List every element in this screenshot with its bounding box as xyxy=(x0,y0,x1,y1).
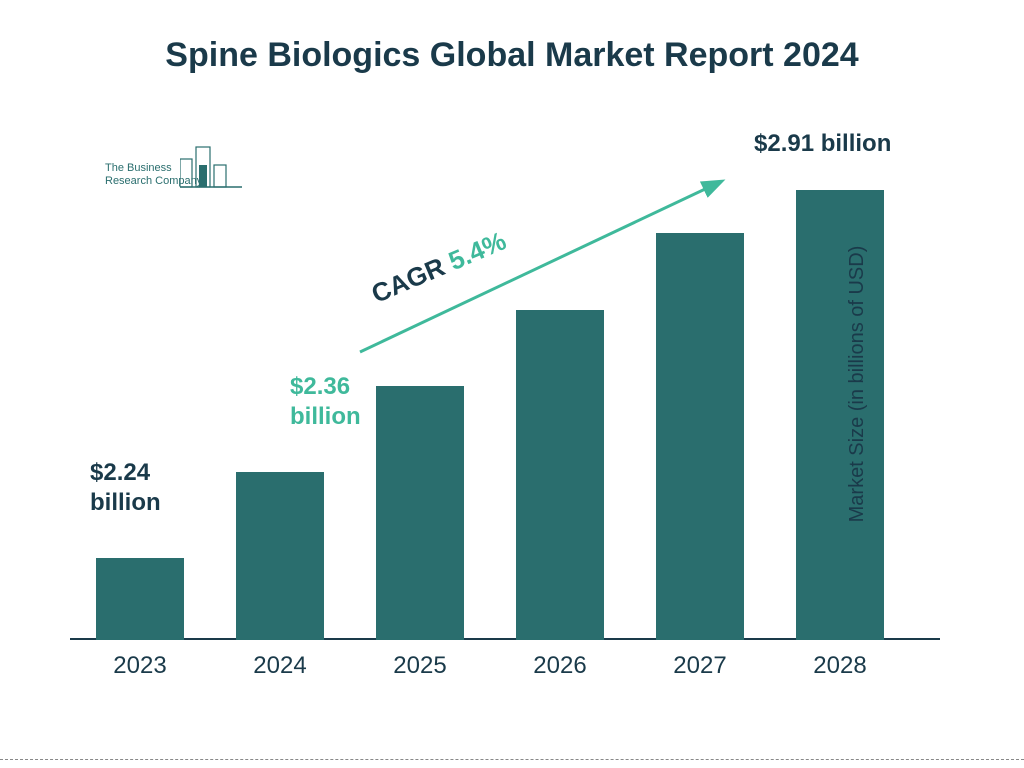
bar xyxy=(516,310,604,640)
value-label-2028: $2.91 billion xyxy=(754,130,891,158)
bar xyxy=(96,558,184,640)
bar xyxy=(376,386,464,640)
x-axis-label: 2026 xyxy=(490,652,630,680)
x-axis-label: 2028 xyxy=(770,652,910,680)
x-axis-label: 2023 xyxy=(70,652,210,680)
bar xyxy=(656,233,744,640)
bar-group xyxy=(70,558,210,640)
bottom-divider xyxy=(0,759,1024,760)
value-label-2024: $2.36 billion xyxy=(290,372,380,432)
bar-group xyxy=(490,310,630,640)
bar-group xyxy=(630,233,770,640)
bar xyxy=(236,472,324,640)
x-axis-labels: 202320242025202620272028 xyxy=(70,652,910,680)
chart-title: Spine Biologics Global Market Report 202… xyxy=(0,36,1024,75)
x-axis-label: 2027 xyxy=(630,652,770,680)
bars-container xyxy=(70,140,910,640)
bar-group xyxy=(770,190,910,640)
x-axis-label: 2024 xyxy=(210,652,350,680)
chart-area: 202320242025202620272028 xyxy=(70,120,910,680)
bar xyxy=(796,190,884,640)
bar-group xyxy=(210,472,350,640)
value-label-2023: $2.24 billion xyxy=(90,458,180,518)
x-axis-label: 2025 xyxy=(350,652,490,680)
y-axis-label: Market Size (in billions of USD) xyxy=(846,246,869,523)
